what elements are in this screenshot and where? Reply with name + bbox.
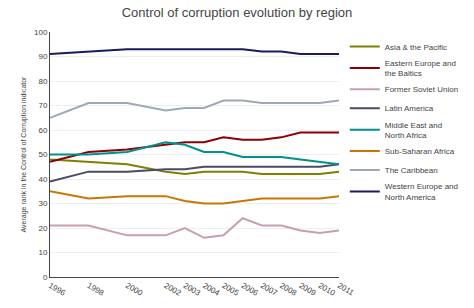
svg-text:1998: 1998 [86,281,106,298]
svg-text:100: 100 [34,28,48,37]
svg-text:50: 50 [38,150,47,159]
svg-text:Former Soviet Union: Former Soviet Union [385,85,458,94]
svg-text:60: 60 [38,126,47,135]
svg-text:2006: 2006 [240,281,260,298]
svg-text:2007: 2007 [259,281,279,298]
svg-text:2005: 2005 [220,281,240,298]
svg-text:2000: 2000 [124,281,144,298]
svg-text:40: 40 [38,175,47,184]
svg-text:0: 0 [43,273,48,282]
svg-text:90: 90 [38,52,47,61]
svg-text:80: 80 [38,77,47,86]
svg-text:Asia & the Pacific: Asia & the Pacific [385,43,447,52]
svg-text:2002: 2002 [163,281,183,298]
svg-text:2004: 2004 [201,281,221,298]
svg-text:Latin America: Latin America [385,104,434,113]
svg-text:2011: 2011 [336,281,356,298]
svg-text:The Caribbean: The Caribbean [385,166,438,175]
svg-text:2008: 2008 [278,281,298,298]
svg-text:30: 30 [38,199,47,208]
svg-text:Western Europe andNorth Americ: Western Europe andNorth America [385,182,458,201]
svg-text:70: 70 [38,101,47,110]
svg-text:Control of corruption evolutio: Control of corruption evolution by regio… [122,5,353,20]
svg-text:20: 20 [38,224,47,233]
svg-text:Middle East andNorth Africa: Middle East andNorth Africa [385,121,442,140]
svg-text:1996: 1996 [47,281,67,298]
svg-text:Sub-Saharan Africa: Sub-Saharan Africa [385,147,455,156]
svg-text:Eastern Europe andthe Baltics: Eastern Europe andthe Baltics [385,59,456,78]
svg-text:10: 10 [38,248,47,257]
svg-text:2010: 2010 [317,281,337,298]
svg-text:2009: 2009 [297,281,317,298]
svg-text:2003: 2003 [182,281,202,298]
svg-text:Average rank in the Control of: Average rank in the Control of Corruptio… [20,76,28,233]
